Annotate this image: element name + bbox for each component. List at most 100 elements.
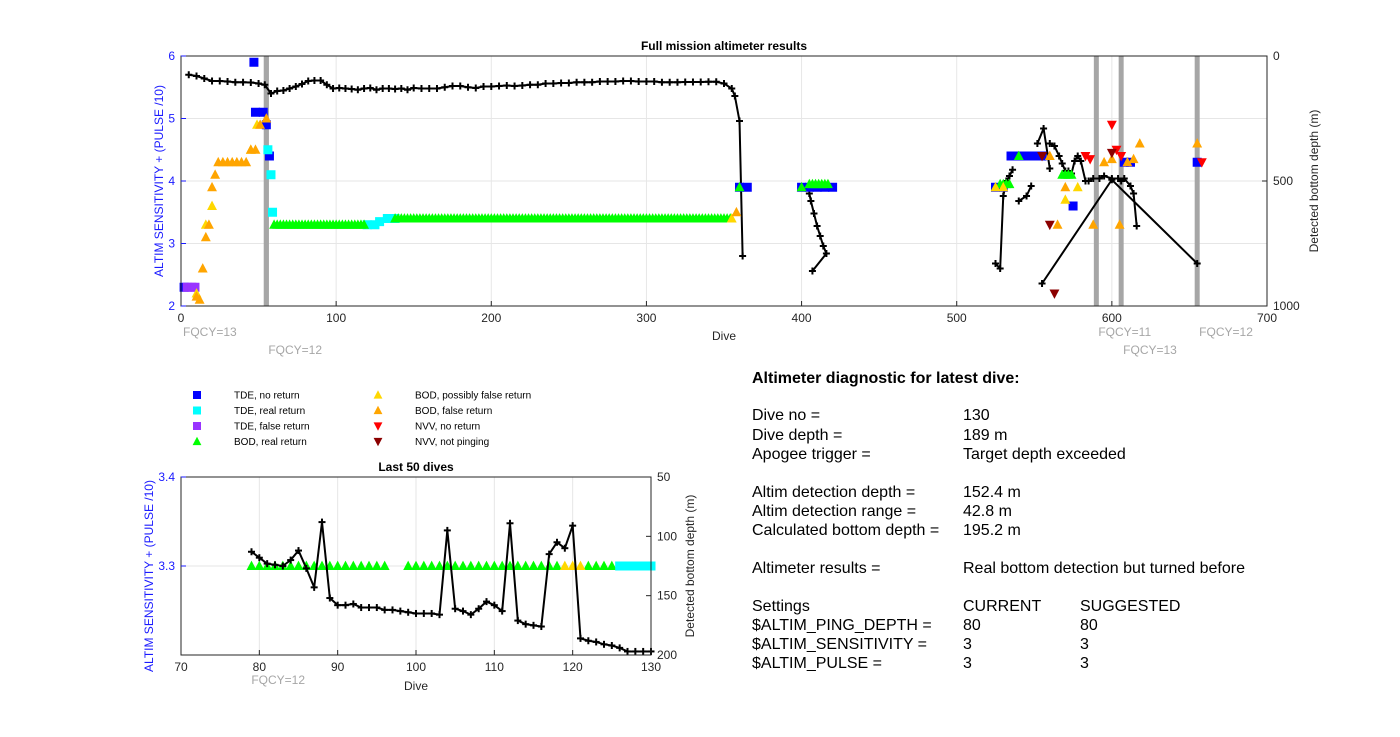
depth-point <box>999 192 1007 200</box>
y2-tick-label: 500 <box>1273 174 1293 188</box>
depth-point <box>1015 197 1023 205</box>
depth-point <box>397 85 405 92</box>
data-point <box>528 560 539 571</box>
x-tick-label: 120 <box>563 660 583 674</box>
depth-point <box>267 90 275 97</box>
fqcy-label: FQCY=12 <box>251 673 305 687</box>
data-point <box>1106 120 1117 131</box>
depth-point <box>822 250 830 257</box>
depth-point <box>807 197 815 205</box>
depth-point <box>506 519 514 527</box>
data-point <box>1192 138 1203 148</box>
dive-depth-value: 189 m <box>963 427 1008 444</box>
depth-point <box>639 647 647 655</box>
depth-point <box>420 609 428 617</box>
setting-current: 3 <box>963 636 972 653</box>
data-point <box>638 561 648 571</box>
data-point <box>1088 219 1099 229</box>
depth-point <box>417 85 425 92</box>
legend-label: BOD, false return <box>415 406 492 417</box>
depth-point <box>412 609 420 617</box>
setting-suggested: 3 <box>1080 655 1089 672</box>
depth-point <box>436 611 443 619</box>
legend-marker <box>373 390 383 399</box>
data-point <box>583 560 594 571</box>
suggested-header: SUGGESTED <box>1080 598 1181 615</box>
depth-point <box>712 78 720 86</box>
data-point <box>1052 219 1063 229</box>
depth-point <box>666 78 674 86</box>
legend-label: TDE, real return <box>234 406 305 417</box>
data-point <box>458 560 468 571</box>
data-point <box>210 169 221 179</box>
data-point <box>285 560 296 571</box>
data-point <box>497 560 508 571</box>
results-label: Altimeter results = <box>752 560 881 577</box>
depth-point <box>731 92 739 100</box>
depth-point <box>263 560 271 568</box>
depth-point <box>208 77 216 85</box>
depth-point <box>261 81 269 89</box>
depth-point <box>736 117 744 125</box>
data-point <box>623 561 632 571</box>
depth-point <box>534 81 542 89</box>
depth-point <box>475 605 483 613</box>
depth-point <box>335 84 343 92</box>
x-tick-label: 100 <box>326 311 346 325</box>
depth-point <box>410 84 418 92</box>
depth-point <box>286 85 294 92</box>
data-point <box>1116 151 1127 162</box>
data-point <box>1029 151 1039 161</box>
data-point <box>465 560 476 571</box>
data-point <box>370 220 380 230</box>
depth-point <box>642 78 650 85</box>
data-point <box>742 182 752 192</box>
depth-point <box>565 79 573 87</box>
data-point <box>450 560 461 571</box>
data-point <box>382 214 392 223</box>
depth-point <box>739 252 747 260</box>
y2-tick-label: 50 <box>657 470 671 484</box>
data-point <box>575 560 586 571</box>
data-point <box>241 156 252 167</box>
y-tick-label: 4 <box>168 174 175 188</box>
depth-point <box>317 77 325 84</box>
data-point <box>796 181 807 192</box>
depth-point <box>514 617 522 625</box>
data-point <box>362 220 372 230</box>
depth-point <box>498 607 506 615</box>
depth-point <box>658 78 666 86</box>
depth-point <box>348 85 356 93</box>
depth-point <box>464 83 472 91</box>
depth-point <box>1100 172 1108 180</box>
setting-suggested: 3 <box>1080 636 1089 653</box>
data-point <box>190 282 200 292</box>
data-point <box>1004 178 1015 189</box>
x-tick-label: 300 <box>636 311 656 325</box>
fqcy-label: FQCY=13 <box>183 325 237 339</box>
setting-name: $ALTIM_PULSE = <box>752 655 882 672</box>
depth-point <box>1058 160 1066 167</box>
depth-point <box>808 267 816 275</box>
depth-point <box>381 606 389 614</box>
x-tick-label: 700 <box>1257 311 1277 325</box>
depth-point <box>611 78 619 85</box>
depth-point <box>483 598 490 606</box>
depth-point <box>273 87 281 95</box>
depth-point <box>624 647 631 655</box>
depth-point <box>596 78 604 85</box>
dive-depth-label: Dive depth = <box>752 427 843 444</box>
y-tick-label: 6 <box>168 49 175 63</box>
data-point <box>828 182 838 192</box>
data-point <box>1128 153 1139 164</box>
depth-point <box>310 583 318 591</box>
data-point <box>268 207 278 217</box>
depth-point <box>248 548 255 556</box>
depth-point <box>396 607 404 615</box>
diagnostic-title: Altimeter diagnostic for latest dive: <box>752 370 1020 387</box>
fqcy-label: FQCY=12 <box>1199 325 1253 339</box>
depth-point <box>231 78 239 86</box>
legend-marker <box>192 436 202 446</box>
depth-point <box>443 526 451 534</box>
